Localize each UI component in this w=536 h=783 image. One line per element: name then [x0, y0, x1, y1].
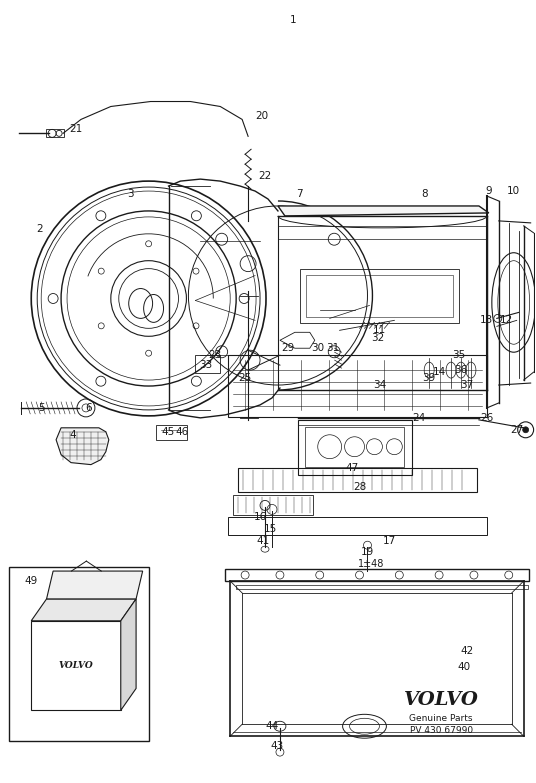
- Text: VOLVO: VOLVO: [404, 691, 479, 709]
- Text: 39: 39: [422, 373, 436, 383]
- Text: 5: 5: [38, 403, 44, 413]
- Text: 23: 23: [209, 350, 222, 360]
- Text: 27: 27: [510, 425, 523, 435]
- Text: 33: 33: [199, 360, 212, 370]
- Text: 44: 44: [265, 721, 279, 731]
- Bar: [196, 355, 220, 373]
- Text: 35: 35: [452, 350, 466, 360]
- Polygon shape: [31, 599, 136, 621]
- Text: 1: 1: [289, 15, 296, 25]
- Text: 13: 13: [480, 316, 494, 326]
- Text: 12: 12: [500, 316, 513, 326]
- Text: 49: 49: [25, 576, 38, 586]
- Text: 8: 8: [421, 189, 428, 199]
- Text: 10: 10: [507, 186, 520, 196]
- Bar: [46, 129, 64, 137]
- Bar: [155, 425, 188, 440]
- Text: 4: 4: [70, 430, 76, 440]
- Text: 15: 15: [263, 525, 277, 534]
- Text: 34: 34: [373, 380, 386, 390]
- Text: 47: 47: [345, 463, 358, 473]
- Bar: [236, 585, 527, 589]
- Bar: [9, 567, 148, 742]
- Text: 7: 7: [296, 189, 303, 199]
- Text: 17: 17: [383, 536, 396, 547]
- Text: 6: 6: [86, 403, 92, 413]
- Polygon shape: [278, 206, 489, 216]
- Text: 25: 25: [239, 373, 252, 383]
- Text: 22: 22: [258, 171, 271, 181]
- Text: 20: 20: [255, 111, 268, 121]
- Text: 40: 40: [457, 662, 471, 672]
- Text: 32: 32: [371, 334, 384, 343]
- Text: 24: 24: [413, 413, 426, 423]
- Text: 21: 21: [69, 124, 83, 135]
- Polygon shape: [47, 571, 143, 599]
- Ellipse shape: [523, 427, 528, 433]
- Text: 16: 16: [254, 512, 267, 522]
- Text: 29: 29: [281, 343, 294, 353]
- Text: 2: 2: [36, 224, 42, 234]
- Bar: [228, 518, 487, 536]
- Text: 42: 42: [460, 646, 474, 655]
- Text: 14: 14: [433, 367, 446, 377]
- Text: 45: 45: [162, 427, 175, 437]
- Text: 11: 11: [373, 325, 386, 335]
- Text: 46: 46: [176, 427, 189, 437]
- Bar: [300, 269, 459, 323]
- Polygon shape: [121, 599, 136, 710]
- Bar: [225, 569, 528, 581]
- Bar: [233, 496, 313, 515]
- Text: 26: 26: [480, 413, 494, 423]
- Text: 1±48: 1±48: [358, 559, 385, 569]
- Text: 31: 31: [326, 343, 339, 353]
- Text: 37: 37: [460, 380, 474, 390]
- Bar: [31, 621, 121, 710]
- Text: 41: 41: [256, 536, 270, 547]
- Bar: [306, 275, 453, 317]
- Bar: [228, 355, 487, 417]
- Text: 43: 43: [270, 742, 284, 751]
- Text: Genuine Parts: Genuine Parts: [410, 714, 473, 723]
- Polygon shape: [56, 428, 109, 464]
- Text: 36: 36: [455, 365, 467, 375]
- Text: 30: 30: [311, 343, 324, 353]
- Text: 19: 19: [361, 547, 374, 557]
- Bar: [305, 427, 404, 467]
- Bar: [238, 467, 477, 493]
- Text: VOLVO: VOLVO: [58, 661, 93, 670]
- Text: 28: 28: [353, 482, 366, 493]
- Text: PV 430 67990: PV 430 67990: [410, 726, 473, 734]
- Text: 3: 3: [128, 189, 134, 199]
- Bar: [298, 420, 412, 474]
- Text: 9: 9: [486, 186, 492, 196]
